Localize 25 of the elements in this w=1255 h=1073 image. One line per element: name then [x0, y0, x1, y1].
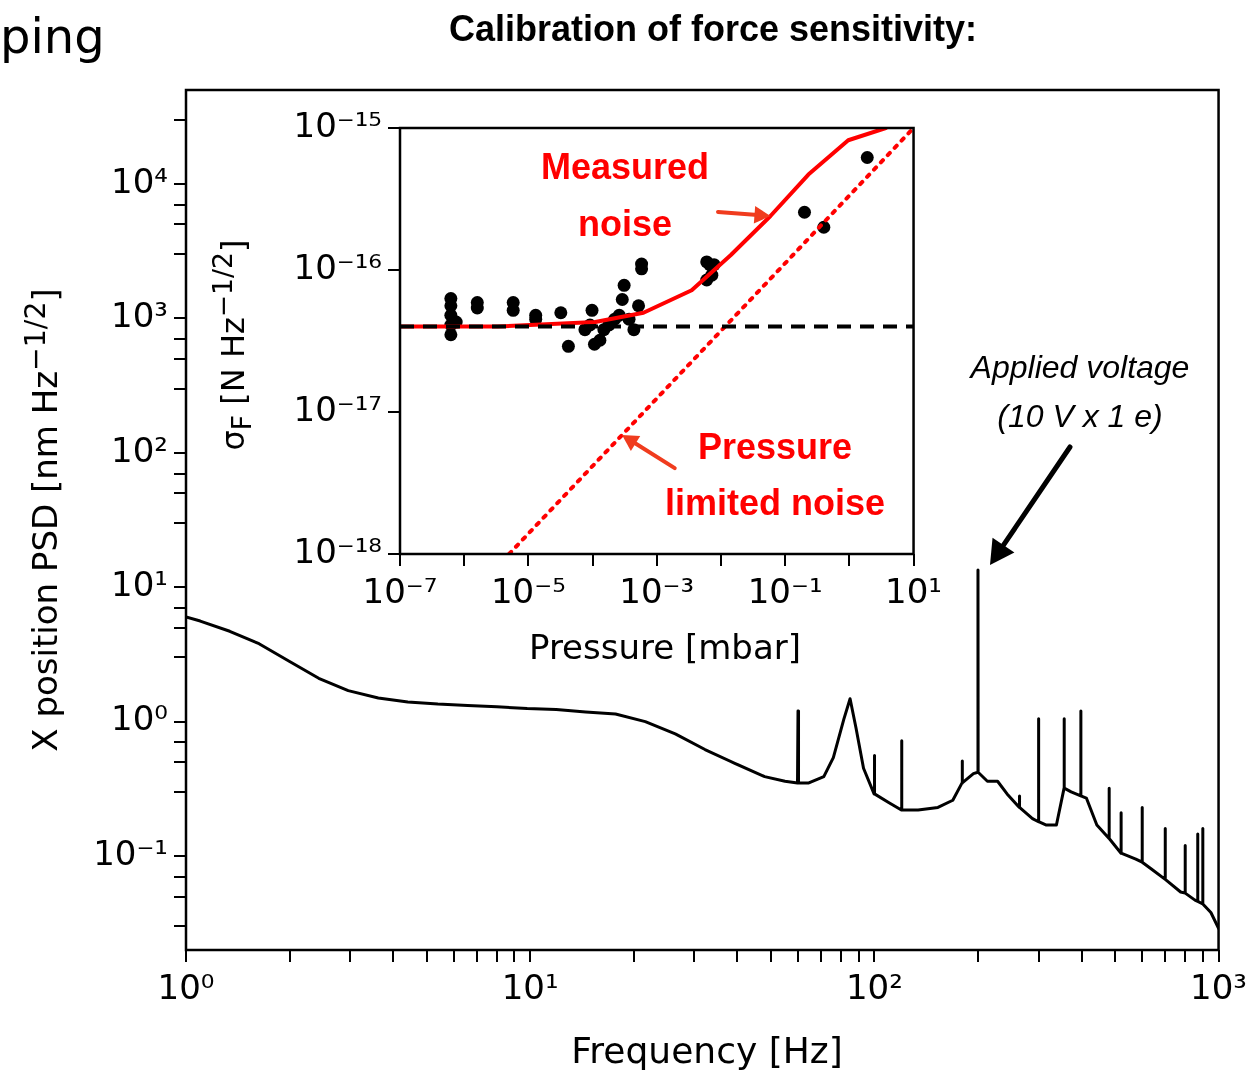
x-tick-label: 10¹	[885, 571, 943, 612]
x-axis-title: Pressure [mbar]	[528, 627, 802, 667]
x-tick-label: 10⁻¹	[747, 571, 823, 612]
y-tick-label: 10²	[111, 429, 168, 470]
x-tick-label: 10⁻⁵	[490, 571, 566, 612]
x-axis-title: Frequency [Hz]	[571, 1030, 843, 1071]
y-tick-label: 10⁰	[111, 698, 168, 739]
y-tick-label: 10⁻¹	[93, 832, 168, 873]
text: ping	[0, 8, 105, 64]
x-tick-label: 10⁻⁷	[362, 571, 438, 612]
x-tick-label: 10²	[845, 967, 903, 1008]
y-tick-label: 10⁻¹⁸	[293, 530, 382, 571]
annotation: Measured noise	[540, 145, 710, 246]
y-tick-label: 10⁻¹⁶	[293, 246, 382, 287]
y-tick-label: 10³	[111, 295, 168, 336]
y-tick-label: 10⁻¹⁵	[293, 104, 382, 145]
y-tick-label: 10⁻¹⁷	[293, 388, 382, 429]
x-tick-label: 10⁻³	[619, 571, 695, 612]
y-tick-label: 10⁴	[111, 160, 168, 201]
x-tick-label: 10¹	[501, 967, 559, 1008]
x-tick-label: 10⁰	[157, 967, 215, 1008]
annotation: Applied voltage (10 V x 1 e)	[970, 348, 1190, 436]
x-tick-label: 10³	[1190, 967, 1248, 1008]
chart-title: Calibration of force sensitivity:	[448, 8, 978, 50]
annotation: Pressure limited noise	[664, 425, 886, 525]
